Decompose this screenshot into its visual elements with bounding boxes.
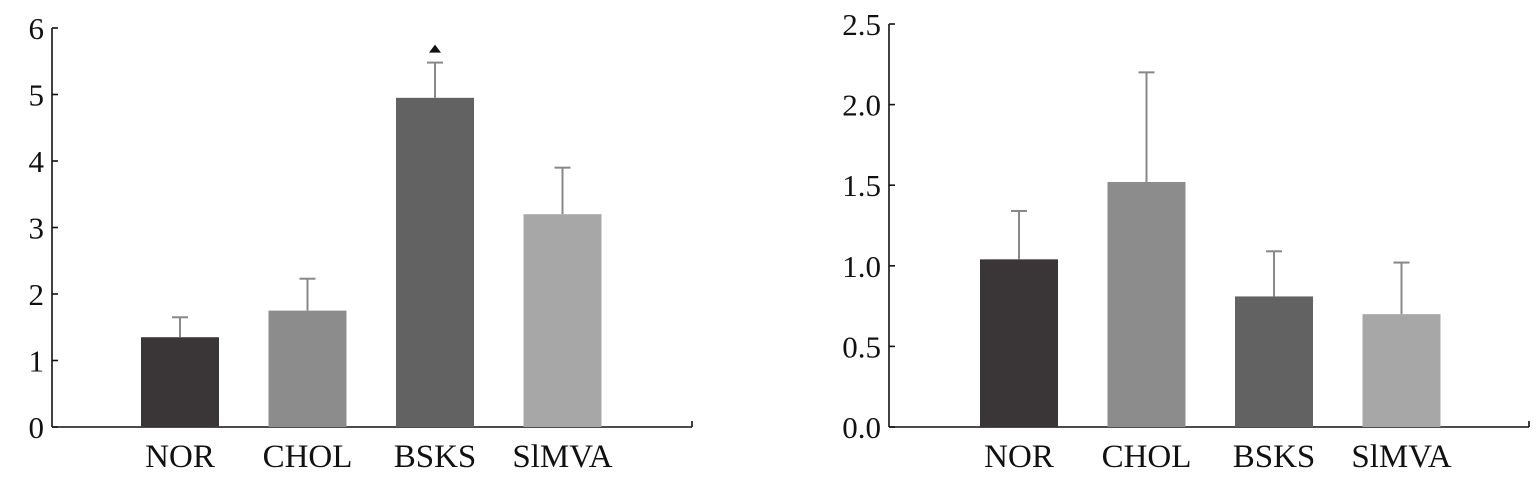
bar-bsks [396, 97, 474, 427]
y-tick-label: 3 [29, 211, 45, 246]
bar-chol [268, 310, 347, 427]
y-tick-label: 2 [29, 277, 45, 312]
y-tick-label: 2.0 [842, 88, 881, 123]
bar-chol [1107, 181, 1186, 427]
bar-slmva [1362, 314, 1441, 427]
bar-nor [141, 337, 219, 427]
x-tick-label: NOR [984, 439, 1054, 475]
x-tick-label: BSKS [1233, 439, 1316, 475]
x-tick-label: NOR [145, 439, 215, 475]
y-tick-label: 0.0 [842, 410, 881, 445]
y-tick-label: 1 [29, 344, 45, 379]
significance-marker-icon [429, 44, 441, 53]
bar-slmva [523, 214, 602, 427]
y-tick-label: 1.0 [842, 249, 881, 284]
y-tick-label: 0 [29, 410, 45, 445]
x-tick-label: SlMVA [1351, 439, 1451, 475]
y-tick-label: 0.5 [842, 329, 881, 364]
y-tick-label: 5 [29, 78, 45, 113]
bar-bsks [1235, 296, 1313, 427]
y-tick-label: 1.5 [842, 168, 881, 203]
x-tick-label: CHOL [1102, 439, 1192, 475]
y-tick-label: 6 [29, 11, 45, 46]
x-tick-label: SlMVA [512, 439, 612, 475]
x-tick-label: BSKS [394, 439, 477, 475]
y-tick-label: 2.5 [842, 7, 881, 42]
chart-left: 0 1 2 3 4 5 6 NOR CHOL BSKS SlMVA [29, 11, 693, 475]
y-tick-label: 4 [29, 144, 45, 179]
chart-right: 0.0 0.5 1.0 1.5 2.0 2.5 NOR CHOL BSKS SlMVA [842, 7, 1530, 475]
x-tick-label: CHOL [263, 439, 353, 475]
bar-nor [980, 259, 1058, 427]
